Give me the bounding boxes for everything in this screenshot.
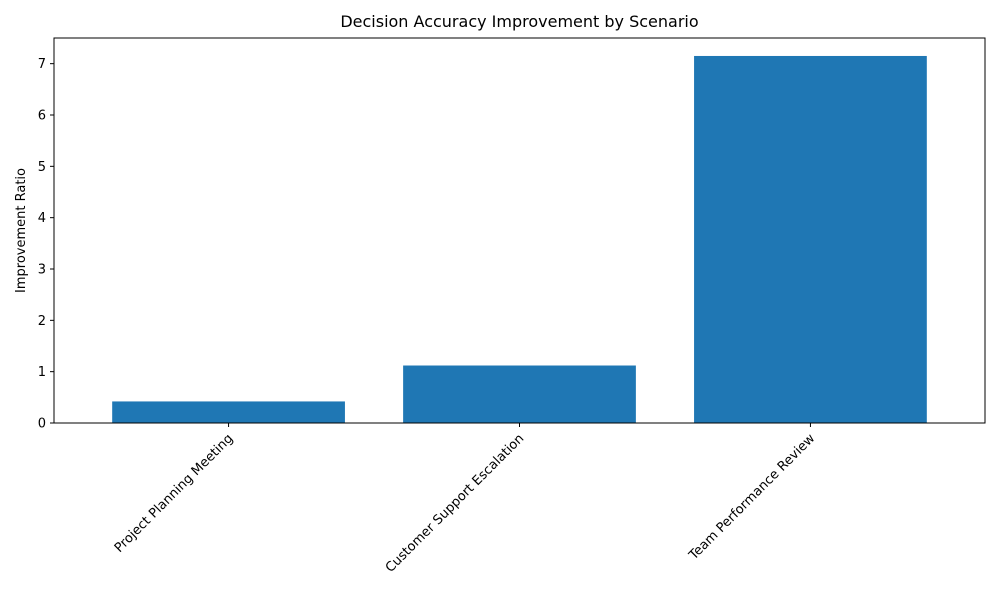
bar	[403, 365, 636, 423]
x-tick-label: Customer Support Escalation	[383, 431, 528, 576]
y-axis: 0 1 2 3 4 5 6 7	[38, 57, 54, 432]
x-tick-label: Team Performance Review	[686, 431, 819, 564]
bars	[112, 55, 927, 423]
bar	[112, 401, 345, 423]
y-tick-label: 0	[38, 417, 46, 432]
x-axis: Project Planning Meeting Customer Support…	[112, 423, 819, 576]
y-tick-label: 4	[38, 211, 46, 226]
y-tick-label: 2	[38, 314, 46, 329]
y-tick-label: 1	[38, 365, 46, 380]
y-tick-label: 7	[38, 57, 46, 72]
y-axis-label: Improvement Ratio	[14, 168, 29, 293]
y-tick-label: 3	[38, 263, 46, 278]
bar	[694, 55, 927, 423]
plot-frame	[53, 37, 986, 424]
y-tick-label: 5	[38, 160, 46, 175]
x-tick-label: Project Planning Meeting	[112, 431, 237, 556]
y-tick-label: 6	[38, 109, 46, 124]
chart-title: Decision Accuracy Improvement by Scenari…	[340, 12, 698, 31]
